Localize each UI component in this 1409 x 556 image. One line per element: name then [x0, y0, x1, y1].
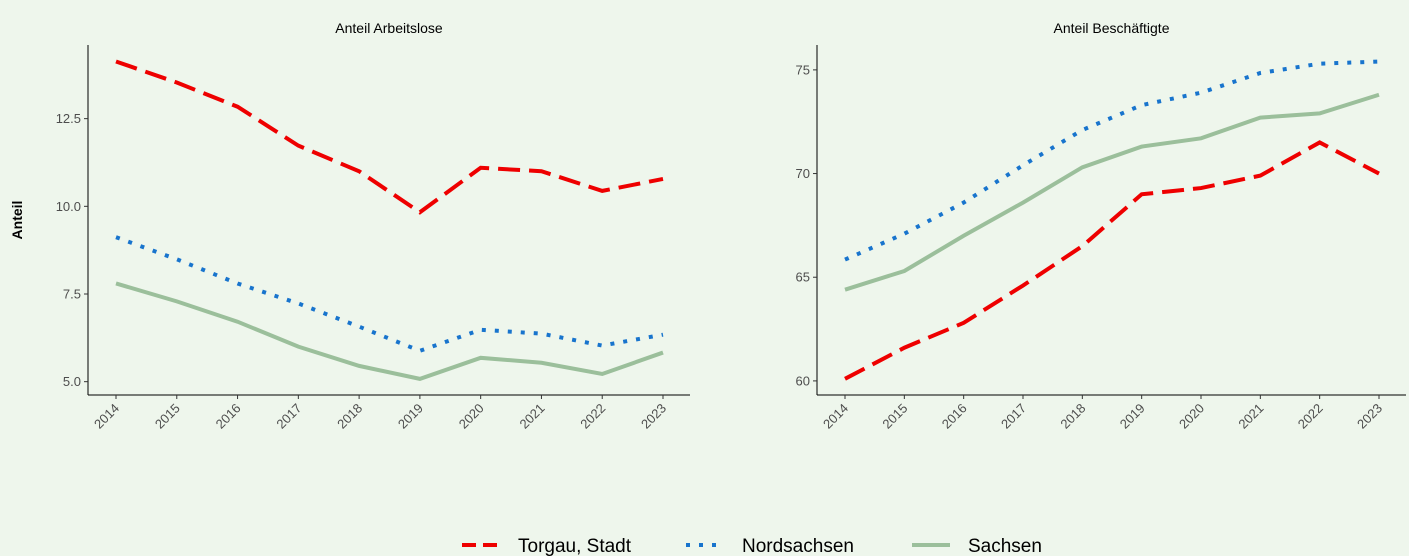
y-tick-label: 60	[796, 373, 810, 388]
series-line	[844, 92, 1380, 292]
y-tick-label: 10.0	[56, 199, 81, 214]
series-line	[844, 140, 1380, 381]
y-tick-label: 70	[796, 166, 810, 181]
y-axis-label: Anteil	[9, 201, 25, 240]
series-line	[115, 59, 664, 215]
y-tick-label: 65	[796, 270, 810, 285]
y-tick-label: 12.5	[56, 111, 81, 126]
legend-label: Nordsachsen	[742, 536, 854, 556]
panel-title: Anteil Arbeitslose	[335, 20, 443, 36]
y-tick-label: 7.5	[63, 286, 81, 301]
y-tick-label: 5.0	[63, 374, 81, 389]
y-tick-label: 75	[796, 62, 810, 77]
series-line	[115, 281, 664, 381]
legend-label: Torgau, Stadt	[518, 536, 632, 556]
panel-title: Anteil Beschäftigte	[1054, 20, 1170, 36]
legend-label: Sachsen	[968, 536, 1042, 556]
